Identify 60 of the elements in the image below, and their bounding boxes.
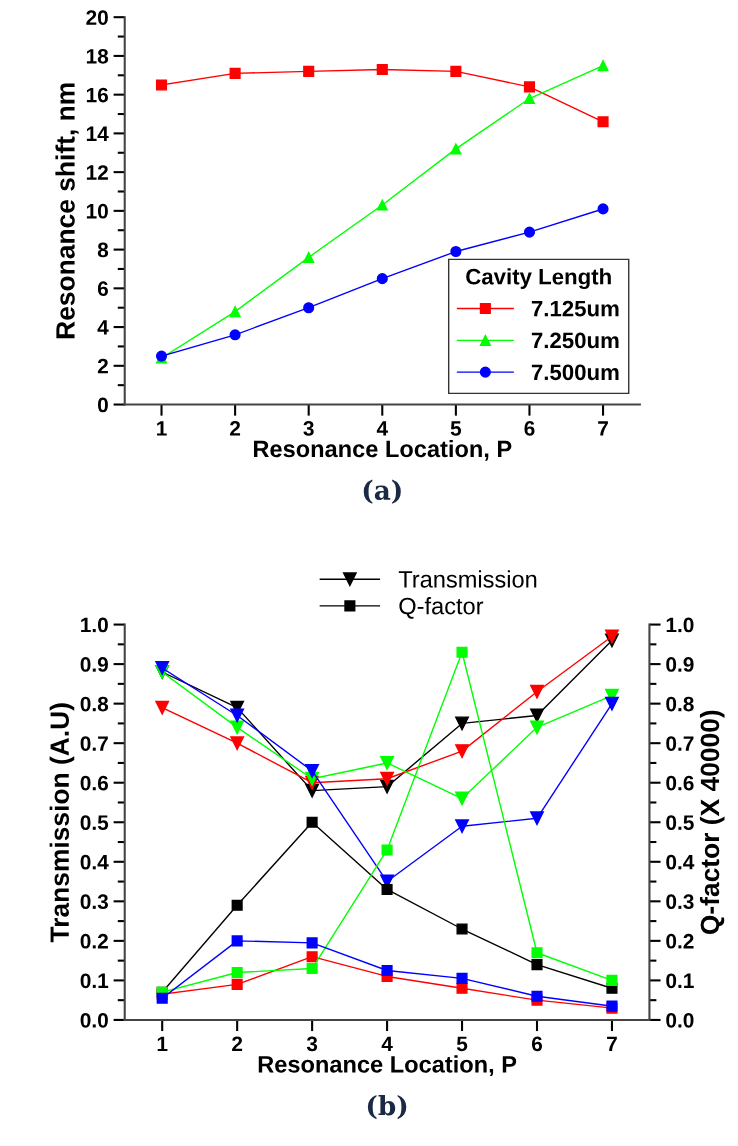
- y2-tick-label: 0.8: [666, 696, 694, 712]
- x-tick-label: 1: [157, 1036, 168, 1052]
- y2-tick-label: 0.9: [666, 657, 694, 672]
- y-tick-label: 0.7: [80, 736, 108, 751]
- y-tick-label: 14: [86, 126, 109, 141]
- x-tick-label: 1: [157, 421, 167, 436]
- y-tick-label: 20: [86, 10, 108, 25]
- y-tick-label: 8: [97, 242, 109, 258]
- legend-label: 7.125um: [531, 300, 619, 317]
- legend-title: Cavity Length: [466, 268, 611, 290]
- y-tick-label: 2: [97, 358, 108, 374]
- x-tick-label: 4: [376, 421, 388, 436]
- y-tick-label: 0: [97, 397, 108, 413]
- y2-tick-label: 0.6: [666, 775, 694, 791]
- x-tick-label: 3: [306, 1036, 318, 1052]
- y2-tick-label: 1.0: [666, 617, 694, 633]
- x-tick-label: 3: [303, 421, 314, 436]
- y-tick-label: 16: [86, 87, 108, 103]
- text: (b): [367, 1095, 407, 1120]
- y2-axis-title: Q-factor (X 40000): [699, 710, 725, 935]
- x-tick-label: 5: [456, 1036, 468, 1052]
- y-tick-label: 0.1: [80, 973, 109, 989]
- y-tick-label: 0.4: [80, 854, 109, 870]
- y2-tick-label: 0.0: [666, 1012, 694, 1028]
- y-tick-label: 0.3: [80, 894, 108, 910]
- y-axis-title: Transmission (A.U): [49, 703, 75, 943]
- y-tick-label: 10: [86, 203, 108, 219]
- x-tick-label: 7: [598, 421, 608, 436]
- y-tick-label: 0.6: [80, 775, 108, 791]
- x-tick-label: 7: [607, 1036, 617, 1052]
- x-tick-label: 6: [531, 1036, 543, 1052]
- x-tick-label: 2: [232, 1036, 243, 1052]
- y-tick-label: 1.0: [81, 617, 108, 633]
- legend-label: 7.500um: [531, 364, 619, 381]
- y2-tick-label: 0.1: [666, 973, 694, 989]
- y2-tick-label: 0.2: [666, 933, 694, 949]
- text: (a): [363, 479, 401, 504]
- y2-tick-label: 0.3: [666, 894, 694, 910]
- x-tick-label: 4: [381, 1036, 393, 1052]
- x-tick-label: 2: [230, 421, 241, 436]
- y-tick-label: 12: [86, 165, 108, 180]
- y-tick-label: 0.2: [80, 933, 108, 949]
- y-axis-title: Resonance shift, nm: [55, 83, 79, 339]
- legend-label: Q-factor: [399, 597, 484, 619]
- y-tick-label: 0.0: [80, 1012, 108, 1028]
- x-tick-label: 5: [450, 421, 462, 436]
- x-tick-label: 6: [524, 421, 535, 436]
- y-tick-label: 6: [97, 281, 108, 297]
- y2-tick-label: 0.4: [666, 854, 695, 870]
- y-tick-label: 18: [86, 48, 109, 64]
- y2-tick-label: 0.7: [666, 736, 694, 751]
- y-tick-label: 0.8: [80, 696, 109, 712]
- y-tick-label: 0.9: [80, 657, 108, 672]
- x-axis-title: Resonance Location, P: [258, 1055, 517, 1077]
- legend-label: 7.250um: [531, 332, 619, 349]
- x-axis-title: Resonance Location, P: [253, 439, 512, 461]
- y-tick-label: 0.5: [80, 815, 109, 831]
- y2-tick-label: 0.5: [666, 815, 694, 831]
- y-tick-label: 4: [97, 320, 109, 335]
- legend-label: Transmission: [398, 570, 537, 588]
